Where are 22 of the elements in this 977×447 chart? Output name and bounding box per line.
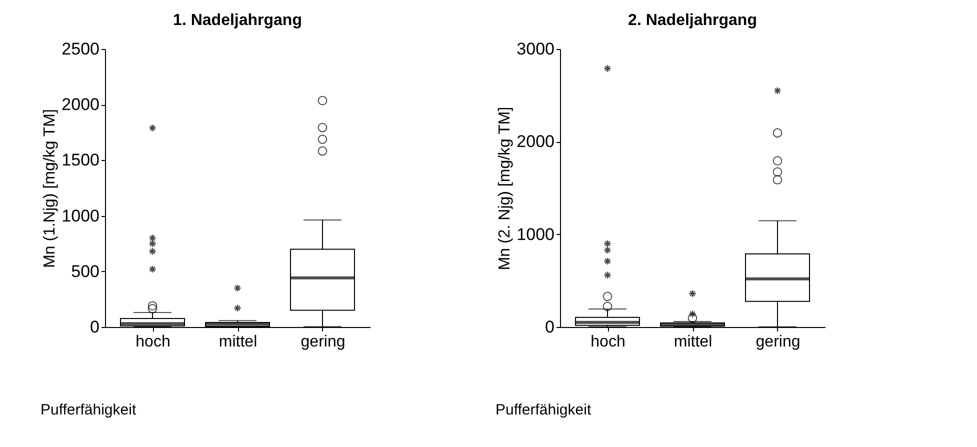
y-tick-label: 500 <box>71 262 100 281</box>
x-tick-label: gering <box>756 334 800 350</box>
y-tick-label: 2000 <box>516 132 554 152</box>
y-tick-label: 0 <box>545 318 554 336</box>
x-axis-title: Pufferfähigkeit <box>496 402 592 418</box>
y-axis-title: Mn (1.Njg) [mg/kg TM] <box>42 109 59 268</box>
y-tick-label: 2500 <box>62 40 100 58</box>
y-tick-label: 2000 <box>62 95 100 114</box>
y-tick-label: 1000 <box>62 206 100 226</box>
y-tick-label: 3000 <box>516 40 554 58</box>
y-tick-label: 0 <box>90 318 100 336</box>
y-tick-label: 1500 <box>62 150 100 170</box>
y-tick-label: 1000 <box>516 224 554 244</box>
chart-title: 2. Nadeljahrgang <box>628 12 757 29</box>
x-tick-label: gering <box>300 334 346 350</box>
x-tick-label: hoch <box>136 334 170 350</box>
x-tick-label: mittel <box>218 334 258 350</box>
chart-title: 1. Nadeljahrgang <box>173 12 302 29</box>
x-tick-label: mittel <box>674 334 712 350</box>
x-axis-title: Pufferfähigkeit <box>40 402 137 418</box>
y-axis-title: Mn (2. Njg) [mg/kg TM] <box>496 106 514 270</box>
x-tick-label: hoch <box>590 334 626 350</box>
